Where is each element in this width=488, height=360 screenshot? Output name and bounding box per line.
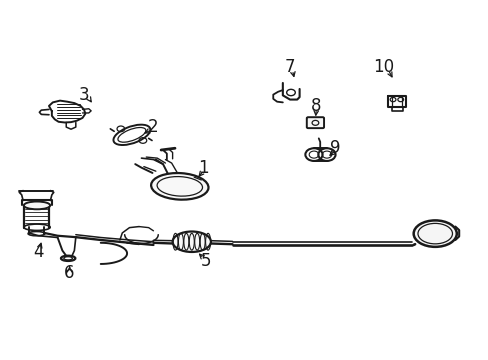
Text: 8: 8 (310, 97, 321, 115)
Text: 2: 2 (148, 118, 159, 136)
Text: 10: 10 (372, 58, 393, 76)
Text: 7: 7 (284, 58, 295, 76)
Text: 5: 5 (201, 252, 211, 270)
Text: 3: 3 (79, 86, 89, 104)
FancyBboxPatch shape (306, 117, 324, 128)
Text: 1: 1 (198, 159, 209, 177)
Text: 6: 6 (64, 265, 75, 283)
Ellipse shape (172, 231, 210, 252)
Ellipse shape (24, 202, 50, 209)
Text: 4: 4 (33, 243, 43, 261)
Text: 9: 9 (329, 139, 340, 157)
Ellipse shape (151, 173, 208, 200)
Ellipse shape (413, 220, 456, 247)
